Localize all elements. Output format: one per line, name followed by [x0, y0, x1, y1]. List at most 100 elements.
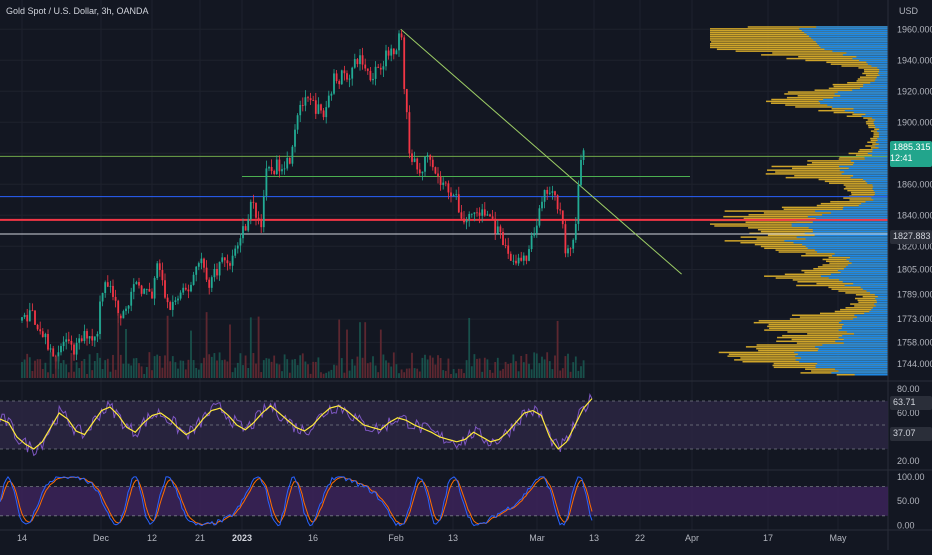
volume-profile-value-area-bar — [801, 29, 888, 32]
rsi-axis-label: 80.00 — [897, 384, 920, 394]
volume-profile-value-area-bar — [879, 128, 888, 131]
volume-bar — [283, 354, 286, 378]
volume-profile-bar — [776, 340, 888, 343]
candle-body — [320, 104, 322, 111]
candle-body — [509, 253, 512, 261]
volume-bar — [561, 368, 564, 378]
volume-profile-bar — [816, 282, 888, 285]
candle-body — [278, 159, 281, 172]
candle-body — [473, 212, 476, 214]
symbol-title[interactable]: Gold Spot / U.S. Dollar, 3h, OANDA — [6, 6, 149, 16]
volume-bar — [57, 356, 60, 378]
volume-profile-value-area-bar — [872, 188, 888, 190]
volume-profile-bar — [791, 338, 888, 341]
candle-body — [135, 282, 138, 285]
candle-body — [556, 195, 559, 210]
candle-body — [36, 324, 39, 330]
candle-body — [231, 255, 234, 266]
candle-body — [444, 182, 447, 184]
volume-profile-value-area-bar — [878, 147, 888, 149]
volume-profile-value-area-bar — [838, 336, 888, 339]
price-axis-label: 1789.000 — [897, 289, 932, 299]
volume-profile-bar — [862, 295, 888, 298]
candle-body — [340, 70, 343, 85]
volume-profile-bar — [831, 288, 888, 290]
price-axis-label: 1758.000 — [897, 337, 932, 347]
volume-profile-bar — [841, 65, 888, 67]
volume-bar — [478, 358, 481, 378]
volume-bar — [421, 357, 424, 378]
volume-bar — [106, 358, 109, 378]
volume-profile-value-area-bar — [860, 286, 888, 289]
candle-body — [268, 167, 270, 169]
candle-body — [151, 291, 153, 299]
volume-bar — [455, 373, 458, 378]
volume-profile-bar — [865, 74, 888, 77]
volume-bar — [359, 322, 361, 378]
volume-bar — [281, 371, 283, 378]
volume-profile-value-area-bar — [844, 284, 888, 287]
volume-bar — [317, 357, 320, 378]
volume-bar — [21, 362, 23, 378]
volume-profile-bar — [771, 165, 888, 168]
volume-profile-value-area-bar — [815, 364, 888, 367]
volume-profile-value-area-bar — [858, 204, 888, 207]
volume-bar — [192, 360, 195, 378]
candle-body — [535, 225, 538, 234]
candle-body — [249, 201, 252, 220]
volume-bar — [78, 368, 81, 378]
volume-bar — [291, 359, 294, 378]
volume-bar — [496, 357, 499, 378]
candle-body — [106, 282, 109, 287]
price-axis-label: 1744.000 — [897, 359, 932, 369]
volume-profile-value-area-bar — [816, 251, 888, 253]
candle-body — [452, 195, 455, 197]
volume-bar — [408, 368, 411, 378]
volume-bar — [452, 369, 455, 378]
candle-body — [460, 212, 463, 219]
volume-profile-value-area-bar — [872, 117, 888, 119]
volume-profile-bar — [710, 42, 888, 45]
candle-body — [491, 216, 494, 219]
volume-bar — [372, 356, 374, 378]
volume-bar — [260, 372, 263, 378]
volume-bar — [88, 354, 91, 378]
volume-profile-bar — [828, 87, 888, 90]
volume-profile-bar — [834, 310, 888, 313]
volume-bar — [41, 368, 44, 378]
volume-bar — [294, 359, 296, 378]
candle-body — [34, 310, 36, 325]
rsi-ma-value-badge: 37.07 — [890, 427, 932, 441]
candle-body — [229, 263, 231, 266]
candle-body — [143, 288, 146, 294]
price-axis-label: 1840.000 — [897, 210, 932, 220]
volume-profile-value-area-bar — [840, 95, 888, 97]
volume-profile-value-area-bar — [795, 359, 888, 361]
candle-body — [80, 338, 83, 341]
volume-bar — [177, 368, 179, 378]
volume-profile-value-area-bar — [875, 78, 888, 80]
volume-bar — [208, 354, 211, 378]
volume-bar — [156, 354, 159, 378]
volume-profile-value-area-bar — [864, 312, 888, 315]
volume-profile-value-area-bar — [814, 249, 888, 251]
candle-body — [299, 104, 302, 116]
volume-bar — [398, 373, 400, 378]
volume-profile-bar — [830, 201, 888, 203]
volume-bar — [387, 362, 390, 378]
volume-bar — [572, 362, 575, 378]
time-axis-label: 12 — [147, 533, 157, 543]
volume-bar — [28, 357, 31, 378]
volume-bar — [119, 354, 122, 378]
volume-profile-value-area-bar — [830, 273, 888, 276]
volume-bar — [554, 355, 556, 378]
candle-body — [125, 308, 127, 312]
volume-profile-bar — [850, 303, 888, 305]
volume-profile-bar — [794, 175, 888, 177]
volume-profile-value-area-bar — [873, 122, 888, 125]
volume-bar — [143, 373, 146, 378]
candle-body — [520, 257, 523, 261]
volume-bar — [179, 360, 182, 378]
